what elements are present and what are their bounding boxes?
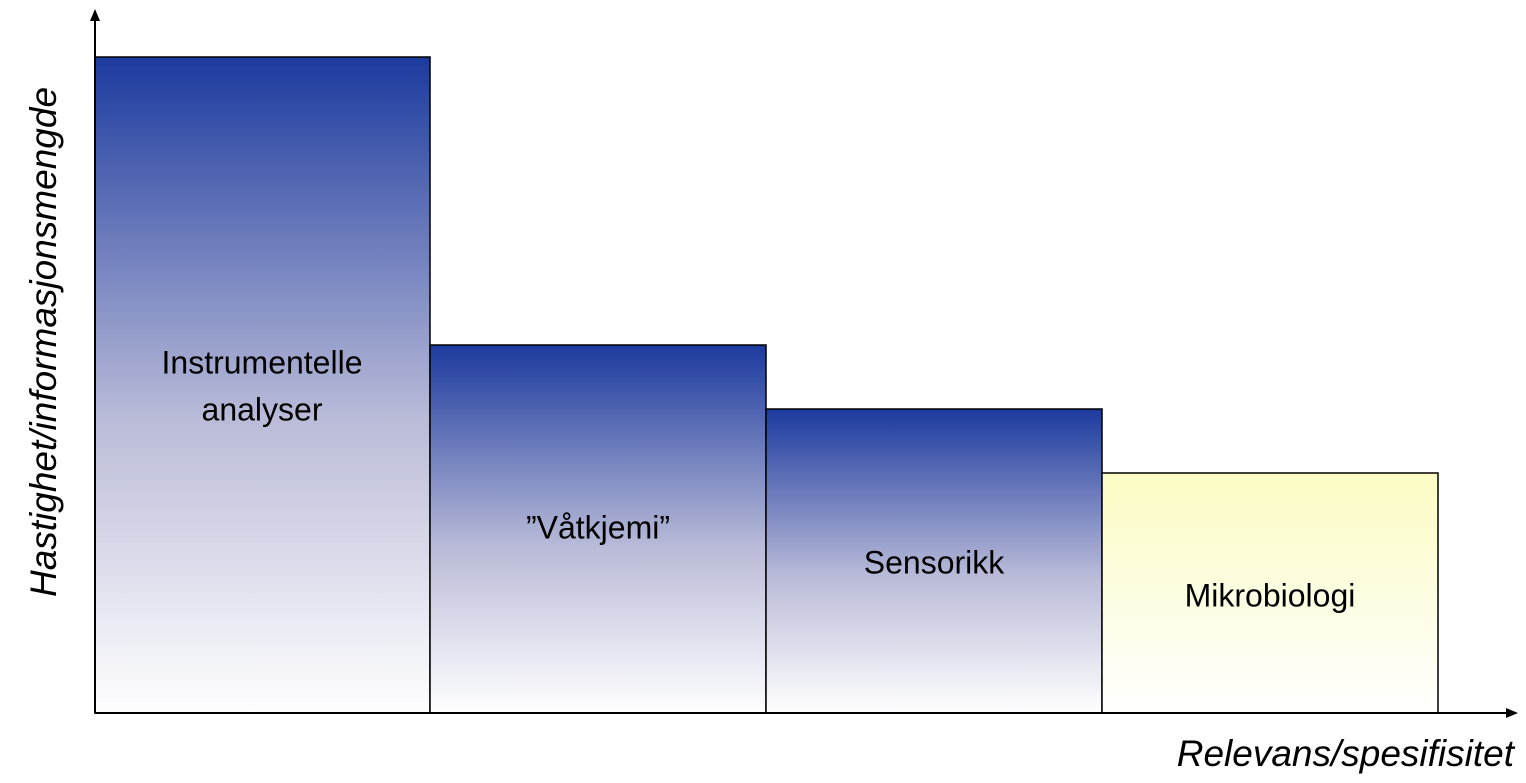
arrow-head [90,9,100,21]
arrow-head [1506,708,1518,718]
y-axis-label: Hastighet/informasjonsmengde [23,87,64,597]
block-label: Sensorikk [864,544,1006,580]
block [94,56,431,714]
block [765,408,1103,714]
block-label: Mikrobiologi [1185,577,1356,613]
block-label: analyser [202,391,323,427]
block-label: ”Våtkjemi” [526,509,670,545]
block [1101,472,1439,714]
block [429,344,767,714]
x-axis-label: Relevans/spesifisitet [1177,733,1516,774]
block-label: Instrumentelle [162,344,363,380]
